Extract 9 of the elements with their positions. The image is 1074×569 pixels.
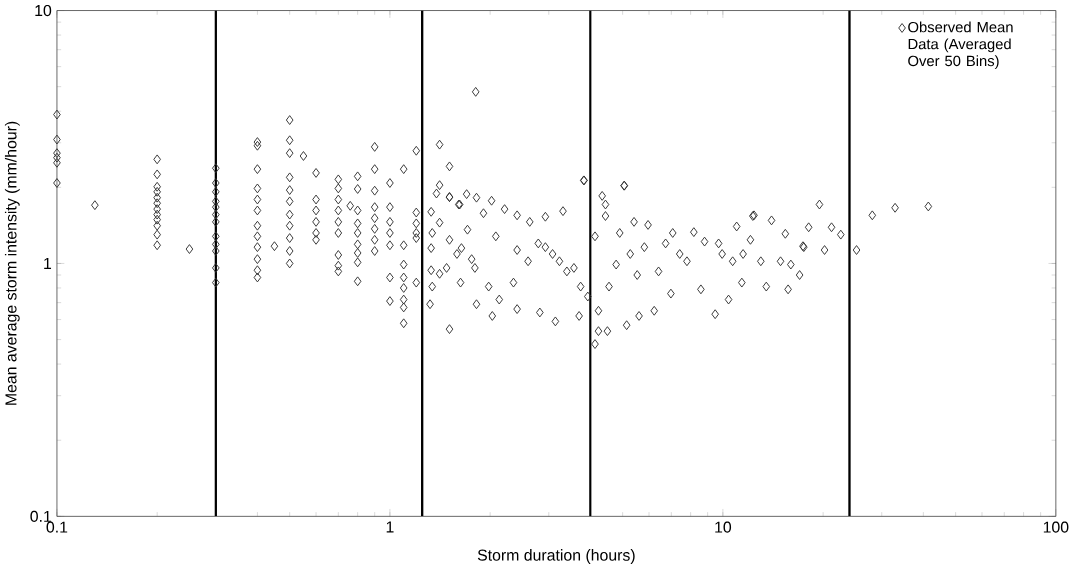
y-tick-label: 1 [44,258,52,269]
x-tick-label: 0.1 [46,521,68,533]
legend-label: Observed Mean Data (Averaged Over 50 Bins) [908,21,1013,70]
y-tick-label: 10 [35,5,52,17]
x-tick-label: 1 [386,521,394,533]
y-axis-title: Mean average storm intensity (mm/hour) [4,121,20,405]
x-tick-label: 10 [715,521,732,533]
x-tick-label: 100 [1043,521,1069,533]
x-axis-title: Storm duration (hours) [477,549,635,564]
